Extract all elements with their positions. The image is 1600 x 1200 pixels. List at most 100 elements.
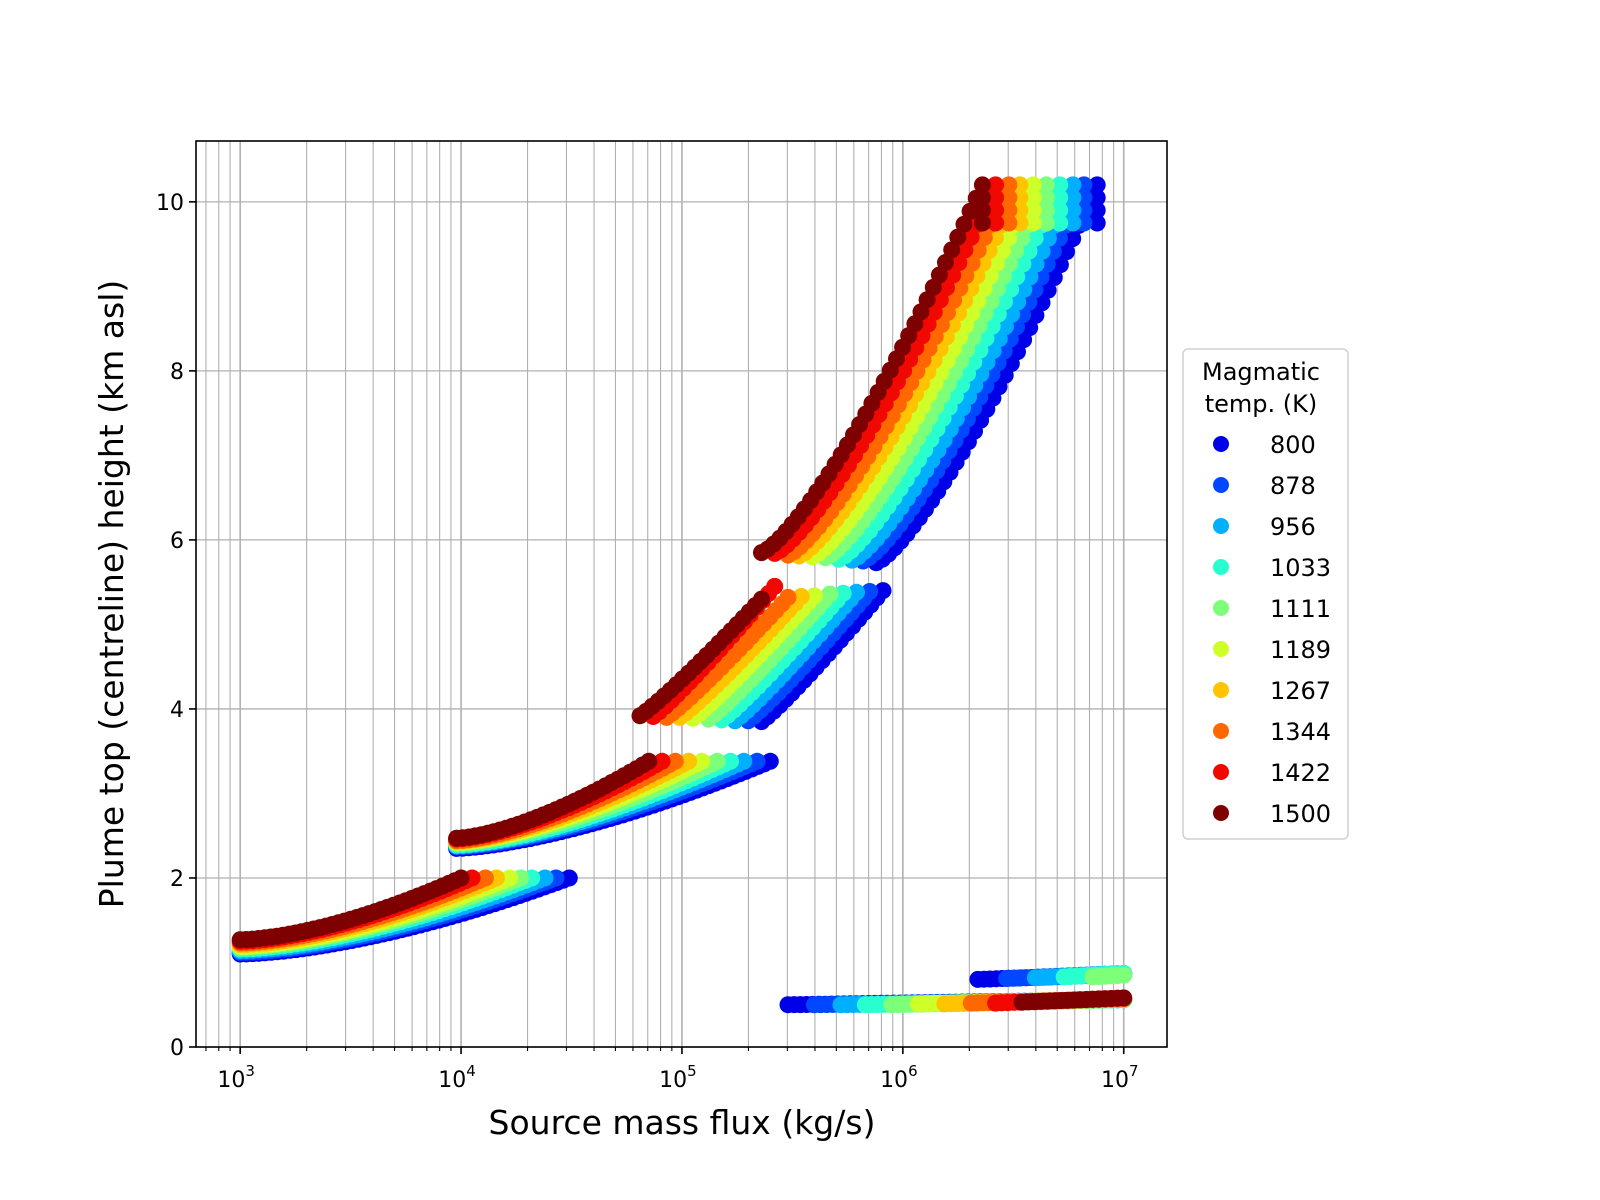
legend-label: 800 <box>1270 431 1316 459</box>
legend-marker <box>1213 682 1229 698</box>
data-point <box>1001 255 1019 273</box>
legend-label: 1189 <box>1270 636 1331 664</box>
data-point <box>975 229 993 246</box>
data-point <box>969 241 987 259</box>
data-point <box>834 584 852 602</box>
x-tick-exponent: 7 <box>1129 1062 1139 1080</box>
data-point <box>943 241 961 259</box>
x-axis-label: Source mass flux (kg/s) <box>489 1103 876 1142</box>
data-point <box>1008 268 1026 286</box>
data-point <box>1000 214 1018 232</box>
data-point <box>1000 189 1018 207</box>
data-point <box>1033 294 1051 312</box>
data-point <box>1024 201 1042 219</box>
data-point <box>748 752 766 770</box>
legend-item-1033: 1033 <box>1213 554 1331 582</box>
x-tick-exponent: 3 <box>245 1062 255 1080</box>
data-point <box>779 588 797 606</box>
legend-label: 1422 <box>1270 759 1331 787</box>
data-point <box>766 577 784 595</box>
y-tick-label: 4 <box>170 698 184 723</box>
data-point <box>1026 229 1044 247</box>
data-point <box>1039 281 1057 299</box>
data-point <box>1027 255 1045 273</box>
data-point <box>761 752 779 770</box>
y-tick-label: 6 <box>170 529 184 554</box>
data-point <box>1051 201 1069 219</box>
data-point <box>1014 255 1032 273</box>
x-tick-label: 107 <box>1101 1062 1139 1093</box>
series-1500 <box>231 176 1133 1011</box>
legend-item-1111: 1111 <box>1213 595 1331 623</box>
data-point <box>640 752 658 770</box>
legend-marker <box>1213 518 1229 534</box>
data-point <box>1020 242 1038 260</box>
data-point <box>987 189 1005 207</box>
x-tick-exponent: 4 <box>466 1062 476 1080</box>
legend-item-1344: 1344 <box>1213 718 1331 746</box>
data-point <box>1000 201 1018 219</box>
data-point <box>874 582 892 600</box>
data-point <box>1064 176 1082 194</box>
data-point <box>1051 189 1069 207</box>
data-point <box>1024 176 1042 194</box>
data-point <box>1064 214 1082 232</box>
data-point <box>1013 229 1031 247</box>
data-point <box>1037 176 1055 194</box>
y-axis-label: Plume top (centreline) height (km asl) <box>92 280 131 908</box>
data-point <box>1051 214 1069 232</box>
x-tick-label: 104 <box>438 1062 476 1093</box>
legend-marker <box>1213 805 1229 821</box>
data-point <box>987 214 1005 232</box>
data-point <box>1000 176 1018 194</box>
data-point <box>735 752 753 770</box>
data-point <box>963 254 981 272</box>
data-point <box>1051 176 1069 194</box>
data-point <box>1015 281 1033 298</box>
data-point <box>981 267 999 285</box>
legend-marker <box>1213 723 1229 739</box>
y-tick-label: 10 <box>156 191 184 216</box>
data-point <box>1088 176 1106 194</box>
legend-label: 1500 <box>1270 800 1331 828</box>
legend-item-800: 800 <box>1213 431 1316 459</box>
data-point <box>536 869 554 887</box>
legend-label: 1344 <box>1270 718 1331 746</box>
data-point <box>821 585 839 603</box>
data-point <box>1039 229 1057 247</box>
legend-item-878: 878 <box>1213 472 1316 500</box>
y-axis-ticks: 0 2 4 6 8 10 <box>156 191 196 1061</box>
data-point <box>973 189 991 207</box>
legend-title-line1: Magmatic <box>1202 358 1320 386</box>
data-point <box>950 254 968 272</box>
data-point <box>680 752 698 770</box>
data-point <box>973 176 991 194</box>
legend-marker <box>1213 477 1229 493</box>
y-tick-label: 2 <box>170 867 184 892</box>
legend-label: 1111 <box>1270 595 1331 623</box>
legend: Magmatic temp. (K) 800 878 956 1033 1111 1189… <box>1182 348 1349 840</box>
data-point <box>1002 280 1020 298</box>
legend-title-line2: temp. (K) <box>1205 390 1318 418</box>
data-point <box>1088 214 1106 232</box>
data-point <box>560 869 578 887</box>
data-point <box>956 241 974 259</box>
legend-label: 1267 <box>1270 677 1331 705</box>
data-point <box>806 587 823 605</box>
data-point <box>973 201 991 219</box>
data-point <box>1037 201 1055 219</box>
legend-label: 1033 <box>1270 554 1331 582</box>
data-point <box>666 752 684 770</box>
legend-marker <box>1213 641 1229 657</box>
data-point <box>708 752 726 770</box>
legend-item-1189: 1189 <box>1213 636 1331 664</box>
legend-marker <box>1213 559 1229 575</box>
legend-marker <box>1213 600 1229 616</box>
data-point <box>937 254 954 271</box>
data-point <box>1021 268 1039 286</box>
data-point <box>1115 989 1133 1007</box>
data-point <box>861 583 879 600</box>
data-point <box>949 228 967 246</box>
x-tick-exponent: 5 <box>687 1062 697 1080</box>
